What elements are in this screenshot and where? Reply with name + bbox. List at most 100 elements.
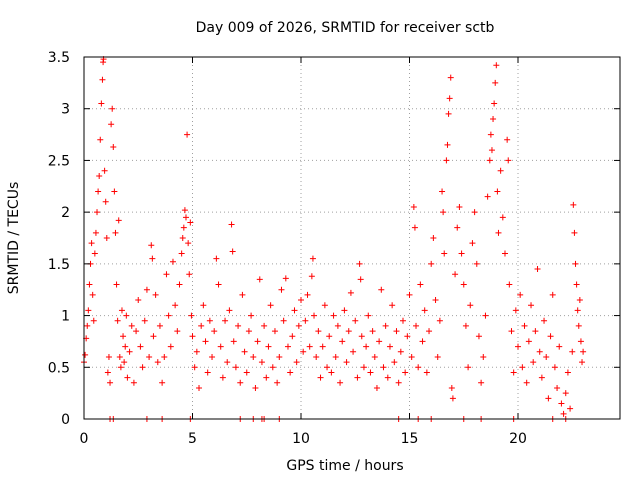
data-point	[98, 100, 105, 107]
data-point	[567, 405, 574, 412]
data-point	[406, 291, 413, 298]
data-point	[410, 203, 417, 210]
data-point	[241, 348, 248, 355]
data-point	[395, 379, 402, 386]
data-point	[149, 255, 156, 262]
data-point	[490, 116, 497, 123]
data-point	[300, 348, 307, 355]
data-point	[382, 322, 389, 329]
data-point	[258, 359, 265, 366]
data-point	[371, 353, 378, 360]
data-point	[224, 359, 231, 366]
data-point	[150, 333, 157, 340]
data-point	[488, 147, 495, 154]
data-point	[308, 273, 315, 280]
data-point	[287, 369, 294, 376]
data-point	[178, 250, 185, 257]
data-point	[196, 384, 203, 391]
data-point	[172, 302, 179, 309]
data-point	[230, 338, 237, 345]
data-point	[460, 281, 467, 288]
data-point	[103, 235, 110, 241]
y-tick-label: 3	[61, 102, 70, 118]
data-point	[577, 338, 584, 345]
data-point	[391, 359, 398, 366]
y-tick-label: 0.5	[48, 360, 70, 376]
data-point	[558, 400, 565, 407]
data-point	[206, 317, 213, 324]
data-point	[536, 348, 543, 355]
data-point	[495, 229, 502, 236]
data-point	[228, 221, 235, 228]
data-point	[572, 260, 579, 267]
data-point	[402, 369, 409, 376]
plot-frame	[83, 56, 621, 420]
data-point	[393, 328, 400, 335]
data-point	[269, 364, 276, 371]
data-point	[506, 281, 513, 288]
data-point	[417, 281, 424, 288]
data-point	[254, 338, 261, 345]
data-point	[571, 229, 578, 236]
data-point	[161, 353, 168, 360]
data-point	[347, 289, 354, 296]
data-point	[143, 286, 150, 293]
data-point	[169, 258, 176, 265]
data-point	[298, 297, 305, 304]
data-point	[334, 322, 341, 329]
data-point	[265, 343, 272, 350]
data-point	[428, 260, 435, 267]
x-tick-label: 0	[80, 431, 89, 447]
data-point	[357, 276, 364, 283]
data-point	[339, 338, 346, 345]
data-point	[113, 281, 120, 288]
data-point	[302, 317, 309, 324]
data-point	[580, 348, 587, 355]
data-point	[328, 369, 335, 376]
data-point	[92, 229, 99, 236]
data-point	[105, 353, 112, 360]
data-point	[454, 224, 461, 231]
data-point	[469, 240, 476, 247]
data-point	[110, 143, 117, 150]
data-point	[116, 353, 123, 360]
data-point	[176, 281, 183, 288]
data-point	[84, 322, 91, 329]
data-point	[491, 100, 498, 107]
data-point	[188, 312, 195, 319]
data-point	[306, 343, 313, 350]
data-point	[436, 317, 443, 324]
data-point	[367, 369, 374, 376]
data-point	[202, 338, 209, 345]
data-point	[497, 167, 504, 174]
axes	[83, 56, 621, 420]
data-point	[274, 379, 281, 386]
data-point	[184, 131, 191, 138]
data-point	[380, 364, 387, 371]
data-point	[85, 307, 92, 314]
data-point	[304, 291, 311, 298]
data-point	[295, 322, 302, 329]
data-point	[148, 242, 155, 249]
data-point	[167, 343, 174, 350]
data-point	[122, 343, 129, 350]
data-point	[133, 328, 140, 335]
data-point	[232, 364, 239, 371]
data-point	[252, 384, 259, 391]
data-point	[282, 275, 289, 282]
y-axis-label: SRMTID / TECUs	[6, 182, 22, 295]
data-point	[373, 384, 380, 391]
data-point	[217, 343, 224, 350]
data-point	[523, 379, 530, 386]
data-point	[165, 312, 172, 319]
data-point	[494, 188, 501, 195]
data-point	[386, 343, 393, 350]
data-point	[574, 307, 581, 314]
data-point	[426, 328, 433, 335]
data-point	[219, 374, 226, 381]
data-point	[313, 353, 320, 360]
data-point	[86, 281, 93, 288]
data-point	[82, 351, 89, 358]
data-point	[130, 379, 137, 386]
